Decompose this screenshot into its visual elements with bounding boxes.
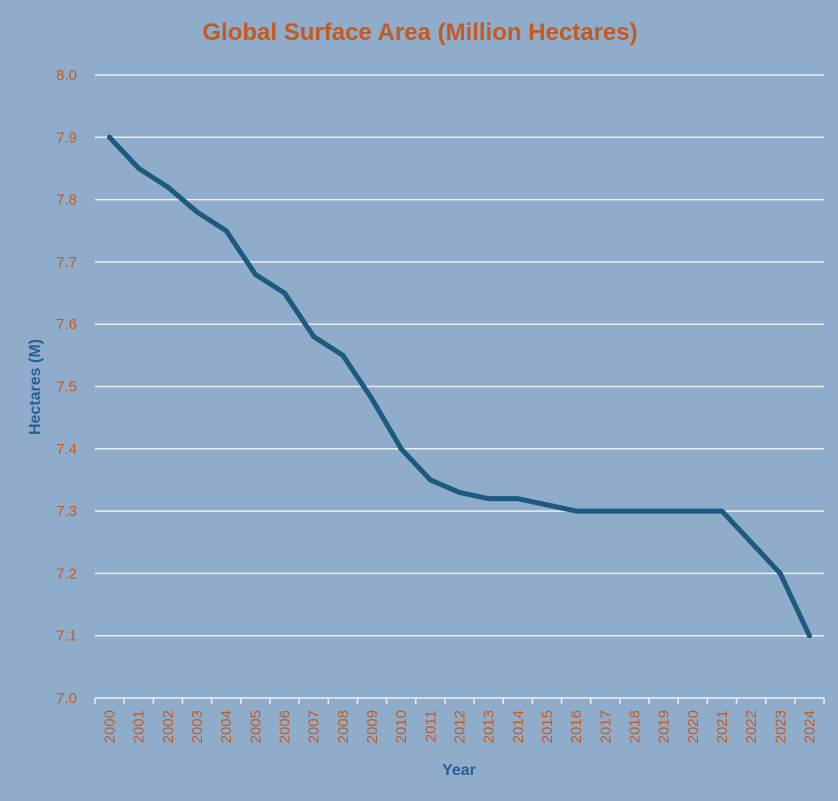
data-point [690,508,696,514]
series-points [107,134,812,639]
y-tick-label: 8.0 [56,67,77,84]
data-point [282,290,288,296]
data-point [719,508,725,514]
x-tick-label: 2019 [656,710,673,743]
y-axis-tick-labels: 7.0 7.1 7.2 7.3 7.4 7.5 7.6 7.7 7.8 7.9 8.0 [56,67,77,707]
data-point [457,489,462,495]
data-point [544,502,550,508]
y-tick-label: 7.8 [56,192,77,209]
x-tick-label: 2023 [772,710,789,743]
data-point [573,508,579,514]
x-tick-label: 2010 [393,710,410,743]
y-tick-label: 7.2 [56,565,77,582]
x-tick-label: 2006 [277,710,294,743]
data-point [486,496,492,502]
data-point [777,570,783,576]
data-point [631,508,637,514]
x-tick-label: 2007 [306,710,323,743]
data-point [311,334,317,340]
x-tick-label: 2005 [247,710,264,743]
y-tick-label: 7.0 [56,690,77,707]
data-point [602,508,608,514]
data-point [427,477,433,483]
x-tick-label: 2014 [510,710,527,743]
x-tick-label: 2011 [422,710,439,742]
x-axis-tick-labels: 2000 2001 2002 2003 2004 2005 2006 2007 2008 2009… [102,710,819,743]
y-axis-title: Hectares (M) [27,339,44,435]
x-tick-label: 2002 [160,710,177,743]
y-tick-label: 7.9 [56,129,77,146]
data-point [252,271,258,277]
x-tick-label: 2000 [102,710,119,743]
data-point [398,446,404,452]
gridlines [95,74,824,637]
data-point [806,633,812,639]
x-tick-label: 2004 [218,710,235,743]
data-point [136,165,142,171]
data-point [165,184,171,190]
x-tick-label: 2013 [481,710,498,743]
x-tick-label: 2003 [189,710,206,743]
chart-title: Global Surface Area (Million Hectares) [202,19,637,46]
y-tick-label: 7.4 [56,441,77,458]
data-point [369,396,375,402]
x-tick-label: 2017 [597,710,614,743]
data-point [223,228,229,234]
x-tick-label: 2009 [364,710,381,743]
x-tick-label: 2018 [626,710,643,743]
y-tick-label: 7.6 [56,316,77,333]
x-tick-label: 2015 [539,710,556,743]
x-tick-label: 2001 [131,710,148,743]
x-tick-label: 2012 [452,710,469,743]
y-tick-label: 7.3 [56,503,77,520]
x-tick-label: 2021 [714,710,731,743]
x-tick-label: 2020 [685,710,702,743]
x-axis-title: Year [442,762,476,779]
y-tick-label: 7.7 [56,254,77,271]
x-axis [94,697,825,704]
data-point [515,496,521,502]
y-tick-label: 7.1 [56,628,77,645]
data-point [194,209,200,215]
x-tick-label: 2022 [743,710,760,743]
data-point [748,539,754,545]
data-point [340,352,346,358]
x-tick-label: 2008 [335,710,352,743]
data-point [107,134,113,140]
x-tick-label: 2024 [801,710,818,743]
y-tick-label: 7.5 [56,379,77,396]
data-point [661,508,667,514]
x-tick-label: 2016 [568,710,585,743]
